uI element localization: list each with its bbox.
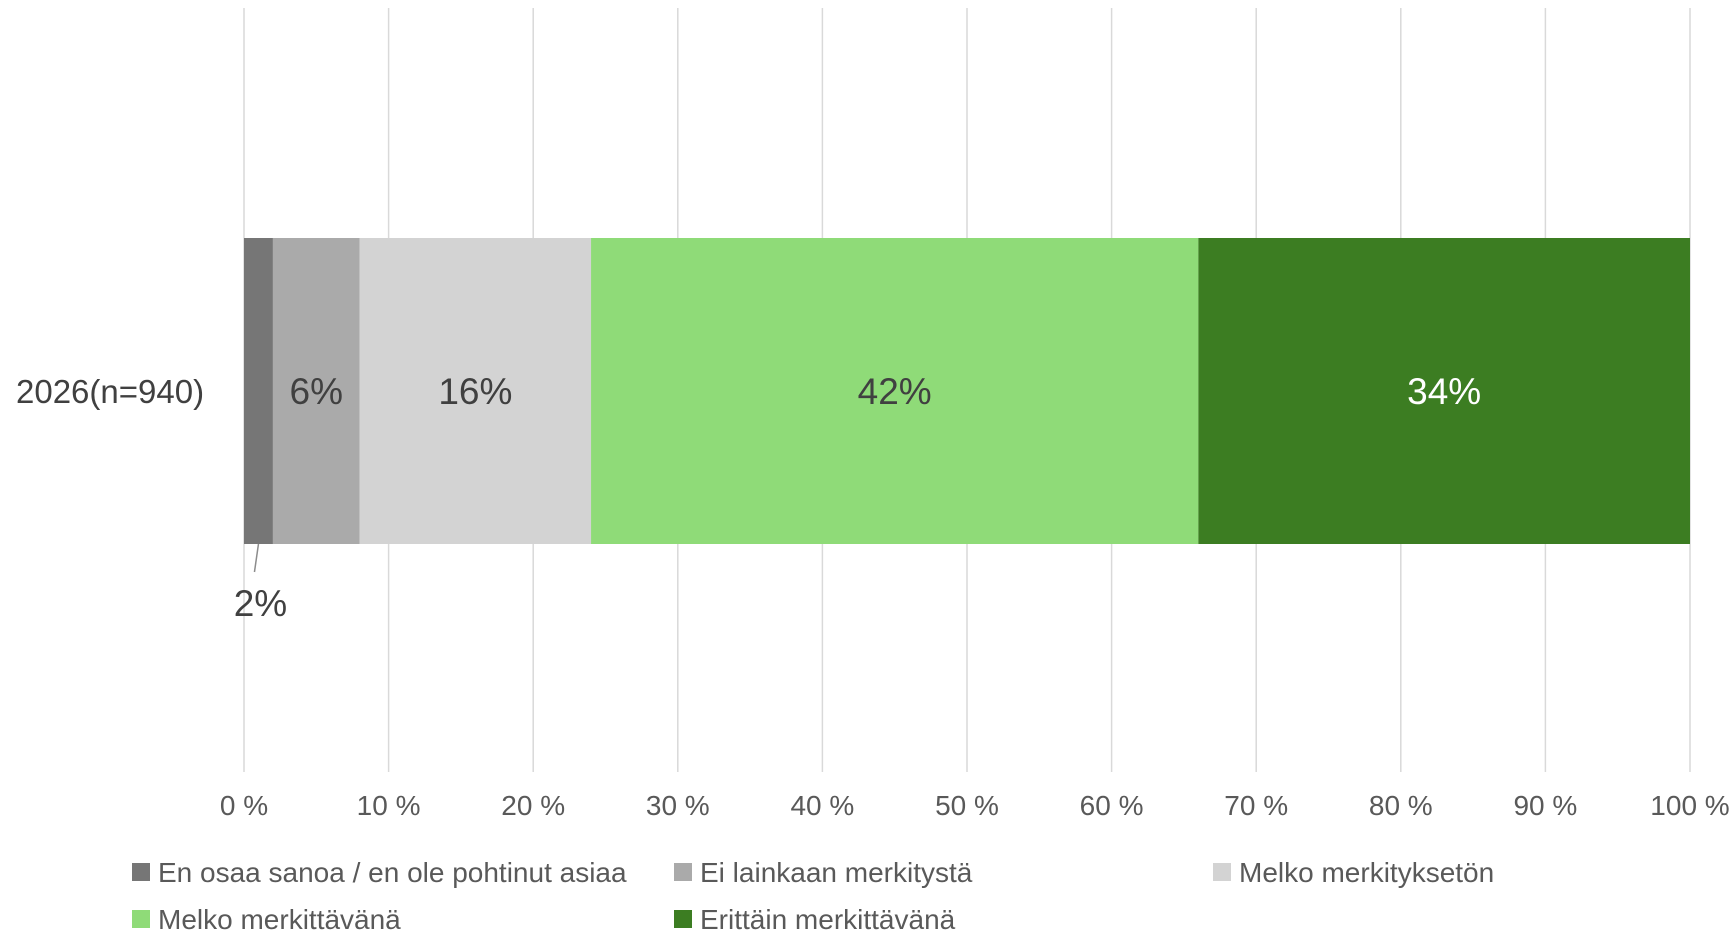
axis-layer: 0 % 10 % 20 % 30 % 40 % 50 % 60 % 70 % 80 % 90 % 1…: [16, 373, 1730, 821]
x-tick-label: 30 %: [646, 790, 710, 821]
legend: En osaa sanoa / en ole pohtinut asiaa Ei …: [132, 857, 1494, 935]
data-label: 16%: [438, 371, 512, 412]
legend-swatch: [674, 910, 692, 928]
bar-segment: [359, 238, 592, 544]
data-label: 42%: [858, 371, 932, 412]
x-tick-label: 40 %: [790, 790, 854, 821]
leader-line: [253, 543, 260, 573]
legend-label: Ei lainkaan merkitystä: [700, 857, 973, 888]
bar-segment: [272, 238, 360, 544]
bar-segment: [244, 238, 273, 544]
x-tick-label: 70 %: [1224, 790, 1288, 821]
legend-swatch: [1213, 863, 1231, 881]
data-label: 6%: [290, 371, 343, 412]
legend-label: Erittäin merkittävänä: [700, 904, 956, 935]
x-tick-label: 10 %: [357, 790, 421, 821]
x-tick-label: 80 %: [1369, 790, 1433, 821]
legend-swatch: [674, 863, 692, 881]
x-tick-label: 50 %: [935, 790, 999, 821]
x-tick-label: 0 %: [220, 790, 268, 821]
x-tick-label: 20 %: [501, 790, 565, 821]
data-label: 2%: [234, 583, 287, 624]
category-label: 2026(n=940): [16, 373, 204, 410]
legend-swatch: [132, 910, 150, 928]
legend-label: Melko merkittävänä: [158, 904, 401, 935]
x-tick-label: 60 %: [1080, 790, 1144, 821]
data-label-layer: 2% 6% 16% 42% 34%: [234, 371, 1481, 624]
bar-segment: [591, 238, 1199, 544]
bar-layer: [244, 238, 1690, 544]
x-tick-label: 100 %: [1650, 790, 1729, 821]
data-label: 34%: [1407, 371, 1481, 412]
legend-label: Melko merkityksetön: [1239, 857, 1494, 888]
bar-segment: [1198, 238, 1690, 544]
legend-swatch: [132, 863, 150, 881]
x-tick-label: 90 %: [1513, 790, 1577, 821]
legend-label: En osaa sanoa / en ole pohtinut asiaa: [158, 857, 627, 888]
